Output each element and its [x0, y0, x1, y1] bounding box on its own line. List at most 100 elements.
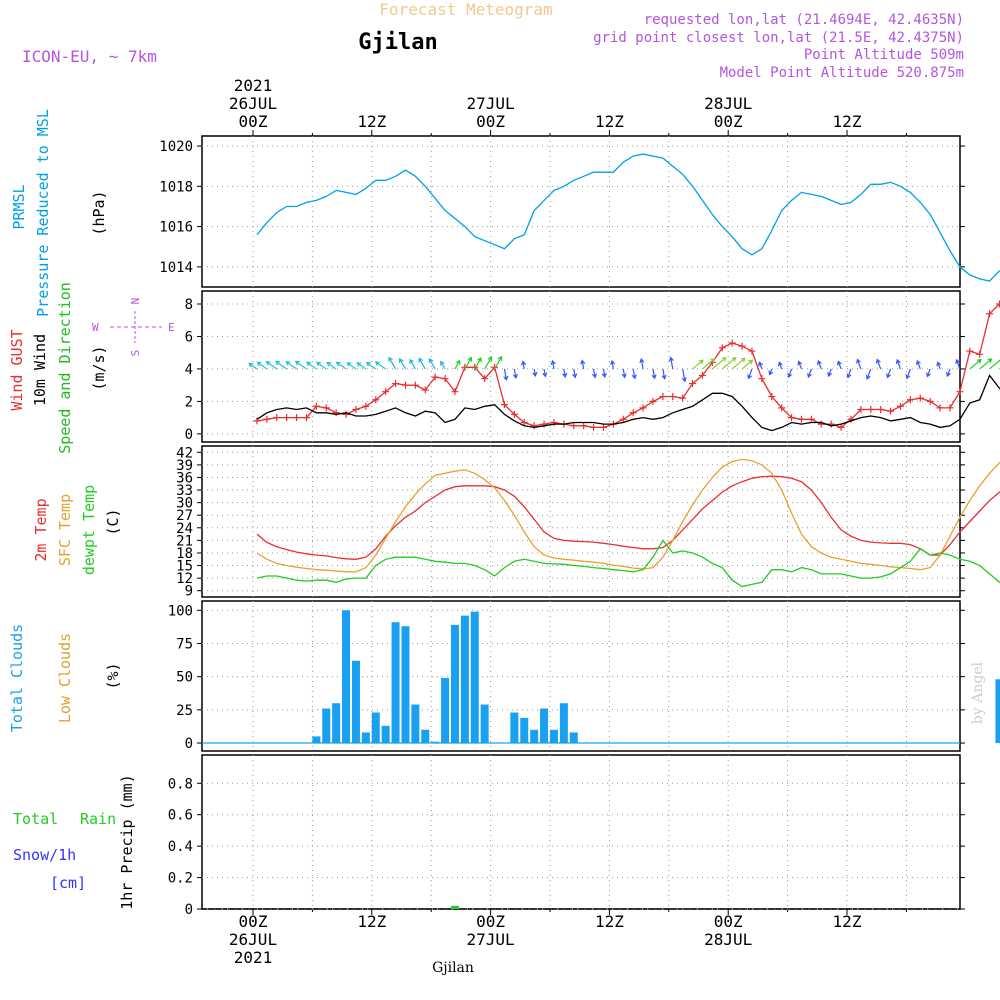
gust-marker [312, 402, 320, 410]
wind-arrow-head [856, 358, 861, 364]
wind-arrow [336, 361, 347, 370]
bar [401, 626, 410, 744]
gust-marker [332, 409, 340, 417]
model-altitude: Model Point Altitude 520.875m [720, 65, 964, 81]
wind-arrow [640, 358, 644, 370]
wind-arrow-head [797, 360, 803, 366]
pressure-desc-label: Pressure Reduced to MSL [34, 109, 52, 317]
wind-arrow [747, 368, 753, 379]
wind-arrow-head [601, 372, 607, 378]
wind-arrow-head [651, 374, 657, 380]
gust-marker [461, 363, 469, 371]
bar [520, 717, 529, 744]
wind-arrow-head [846, 373, 852, 379]
wind-arrow-head [512, 373, 518, 379]
wind-arrow [798, 361, 803, 370]
time-label: 2021 [234, 948, 273, 967]
wind-arrow [788, 368, 793, 378]
wind-arrow [573, 368, 576, 378]
model-label: ICON-EU, ~ 7km [22, 47, 157, 66]
gust-marker [540, 420, 548, 428]
gust-marker [748, 347, 756, 355]
wind-arrow [876, 359, 882, 370]
wind-arrow-head [542, 372, 548, 378]
wind-arrow-head [305, 361, 311, 367]
wind-arrow [866, 368, 872, 380]
time-label: 12Z [595, 912, 624, 931]
wind-arrow [741, 359, 753, 370]
gust-marker [758, 375, 766, 383]
gust-marker [401, 381, 409, 389]
gust-marker [718, 344, 726, 352]
wind-arrow-head [865, 374, 871, 380]
gust-marker [500, 401, 508, 409]
wind-arrow [316, 361, 327, 370]
panels: 1014101610181020024689121518212427303336… [159, 135, 1000, 918]
time-label: 26JUL [229, 94, 277, 113]
gust-marker [352, 406, 360, 414]
pressure-labels: PRMSL Pressure Reduced to MSL (hPa) [10, 109, 108, 317]
temp-frame [201, 445, 961, 598]
gust-marker [926, 397, 934, 405]
time-label: 27JUL [467, 94, 515, 113]
grid-point-coords: grid point closest lon,lat (21.5E, 42.43… [593, 30, 964, 46]
gust-marker [619, 415, 627, 423]
wind-arrow [916, 360, 921, 370]
y-tick-label: 0.6 [168, 808, 193, 824]
wind-arrow-head [248, 362, 254, 368]
y-tick-label: 1016 [159, 220, 193, 236]
gust-marker [788, 414, 796, 422]
gust-marker [916, 394, 924, 402]
wind-arrow-head [374, 361, 380, 366]
time-label: 00Z [239, 112, 268, 131]
wind-arrow-head [621, 373, 627, 379]
wind-arrow [856, 359, 862, 370]
gust-marker [649, 397, 657, 405]
wind-arrow [652, 368, 656, 379]
wind-arrow-head [467, 356, 473, 362]
gust-marker [293, 414, 301, 422]
wind-arrow [682, 368, 686, 382]
wind-arrow-head [976, 358, 982, 364]
gust-marker [768, 393, 776, 401]
wind-arrow-head [631, 374, 637, 380]
bar [549, 729, 558, 744]
gust-marker [441, 375, 449, 383]
compass-n: N [129, 298, 142, 305]
wind-arrow-head [428, 357, 434, 363]
wind-arrow-head [265, 361, 271, 366]
requested-coords: requested lon,lat (21.4694E, 42.4635N) [644, 12, 964, 28]
y-tick-label: 75 [176, 636, 193, 652]
gust-marker [570, 422, 578, 430]
bar [530, 729, 539, 744]
low-clouds-label: Low Clouds [56, 633, 74, 723]
wind-arrow-head [681, 377, 687, 383]
gust-marker [857, 406, 865, 414]
y-tick-label: 1018 [159, 179, 193, 195]
bar [995, 679, 1000, 744]
wind-arrow [731, 357, 746, 370]
10m-wind-line [256, 374, 1000, 432]
gust-marker [263, 415, 271, 423]
time-label: 12Z [357, 912, 386, 931]
wind-arrow [428, 358, 436, 370]
gust-marker [372, 396, 380, 404]
gust-marker [679, 394, 687, 402]
wind-arrow-head [740, 357, 746, 363]
pressure-unit-label: (hPa) [90, 190, 108, 235]
wind-arrow [563, 368, 566, 377]
location-title: Gjilan [358, 30, 437, 55]
y-tick-label: 30 [176, 496, 193, 512]
gust-marker [550, 419, 558, 427]
wind-arrow [989, 359, 1000, 370]
wind-arrow-head [955, 358, 961, 365]
wind-arrow-head [399, 357, 404, 363]
t2m-label: 2m Temp [32, 498, 50, 561]
time-label: 28JUL [704, 930, 752, 949]
wind-arrow-head [710, 358, 716, 363]
wind-arrow-head [572, 373, 578, 379]
wind-unit-label: (m/s) [90, 345, 108, 390]
gust-marker [639, 404, 647, 412]
compass-e: E [168, 321, 175, 334]
